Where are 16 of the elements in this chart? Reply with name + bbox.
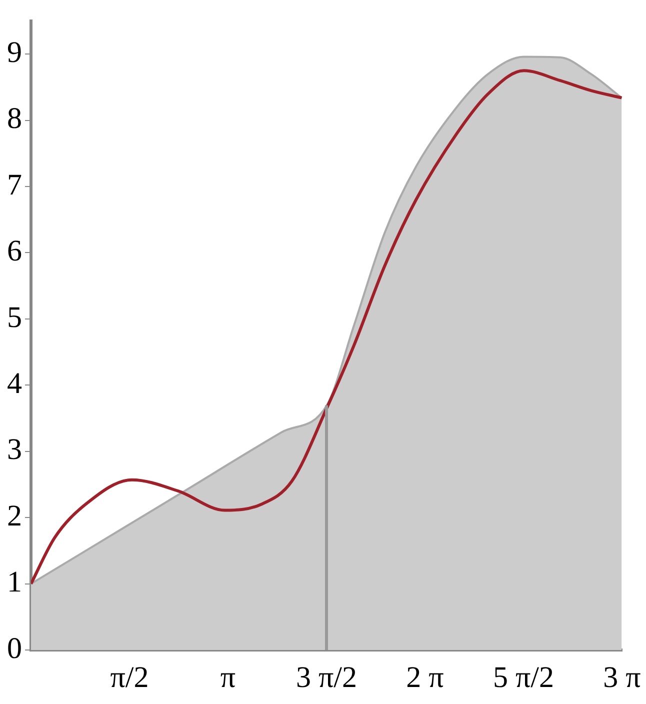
y-tick-label: 5 (7, 300, 22, 334)
y-tick-label: 2 (7, 499, 22, 532)
y-tick-label: 6 (7, 234, 22, 268)
x-tick-label: 5 π/2 (493, 660, 554, 694)
y-tick-label: 9 (7, 36, 22, 69)
y-tick-label: 4 (7, 367, 22, 400)
x-tick-label: 3 π/2 (296, 660, 357, 694)
y-tick-label: 1 (7, 566, 22, 599)
x-tick-label: 2 π (406, 660, 444, 694)
y-tick-label: 0 (7, 632, 22, 665)
x-tick-label: 3 π (603, 660, 641, 694)
y-tick-label: 7 (7, 168, 22, 202)
y-tick-label: 3 (7, 433, 22, 466)
x-tick-label: π/2 (110, 660, 149, 694)
x-tick-label: π (220, 660, 236, 694)
y-tick-label: 8 (7, 102, 22, 136)
